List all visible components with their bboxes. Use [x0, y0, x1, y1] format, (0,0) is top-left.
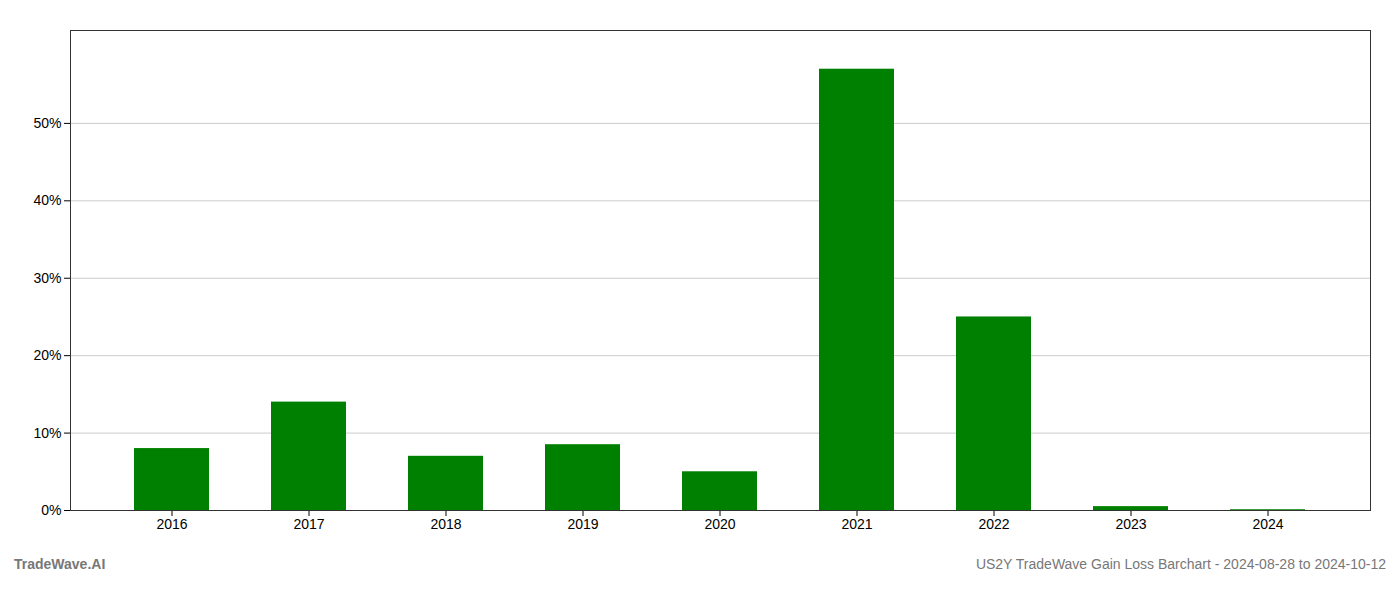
svg-text:2021: 2021	[841, 516, 872, 532]
svg-text:2016: 2016	[156, 516, 187, 532]
html-text:TradeWave.AI: TradeWave.AI	[14, 556, 106, 572]
svg-text:2023: 2023	[1115, 516, 1146, 532]
svg-text:2024: 2024	[1252, 516, 1283, 532]
svg-text:2020: 2020	[704, 516, 735, 532]
svg-text:10%: 10%	[33, 425, 61, 441]
svg-text:2017: 2017	[293, 516, 324, 532]
svg-text:40%: 40%	[33, 192, 61, 208]
svg-text:30%: 30%	[33, 270, 61, 286]
svg-text:2022: 2022	[978, 516, 1009, 532]
svg-text:50%: 50%	[33, 115, 61, 131]
svg-text:0%: 0%	[41, 502, 61, 518]
svg-text:20%: 20%	[33, 347, 61, 363]
svg-text:2019: 2019	[567, 516, 598, 532]
html-text:US2Y TradeWave Gain Loss Barch: US2Y TradeWave Gain Loss Barchart - 2024…	[975, 556, 1386, 572]
svg-text:2018: 2018	[430, 516, 461, 532]
